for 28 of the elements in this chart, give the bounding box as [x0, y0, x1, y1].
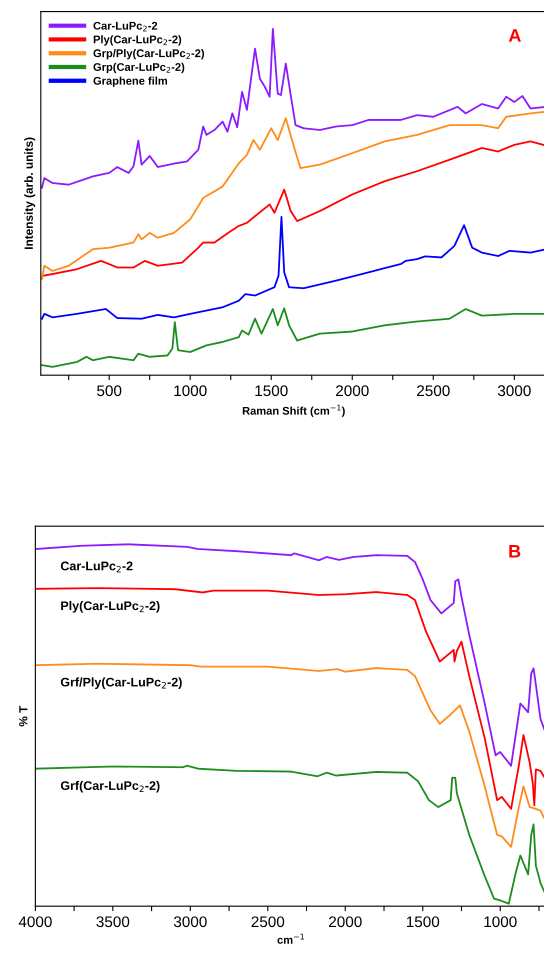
x-tick-label: 3000 — [174, 916, 207, 928]
x-tick-label: 500 — [97, 385, 122, 396]
x-axis-title: Raman Shift (cm$^{−1}$) — [242, 404, 345, 417]
x-axis-title: cm$^{−1}$ — [277, 934, 304, 944]
legend-label: Grp/Ply(Car-LuPc$_{2}$-2) — [93, 49, 204, 60]
legend-label: Car-LuPc$_{2}$-2 — [93, 22, 158, 32]
x-tick-label: 2000 — [336, 385, 369, 396]
legend-label: Grp(Car-LuPc$_{2}$-2) — [93, 62, 184, 74]
series-label: Ply(Car-LuPc$_{2}$-2) — [61, 601, 160, 613]
annotation: A — [508, 29, 521, 42]
series-label: Grf(Car-LuPc$_{2}$-2) — [60, 780, 160, 793]
x-tick-label: 1000 — [484, 916, 517, 928]
x-tick-label: 2500 — [252, 916, 284, 928]
y-axis-title: % T — [19, 706, 28, 726]
x-tick-label: 4000 — [18, 916, 52, 928]
x-tick-label: 1500 — [255, 385, 288, 396]
x-tick-label: 2500 — [417, 385, 450, 396]
series-label: Grf/Ply(Car-LuPc$_{2}$-2) — [60, 677, 182, 690]
x-tick-label: 2000 — [329, 916, 362, 928]
x-tick-label: 3000 — [498, 385, 531, 396]
x-tick-label: 3500 — [96, 916, 130, 928]
x-tick-label: 1500 — [406, 916, 440, 928]
legend-label: Ply(Car-LuPc$_{2}$-2) — [94, 35, 182, 46]
legend-label: Graphene film — [93, 76, 168, 87]
y-axis-title: Intensity (arb. units) — [24, 138, 36, 249]
annotation: B — [509, 545, 520, 558]
x-tick-label: 1000 — [174, 385, 207, 396]
series-label: Car-LuPc$_{2}$-2 — [60, 562, 133, 572]
